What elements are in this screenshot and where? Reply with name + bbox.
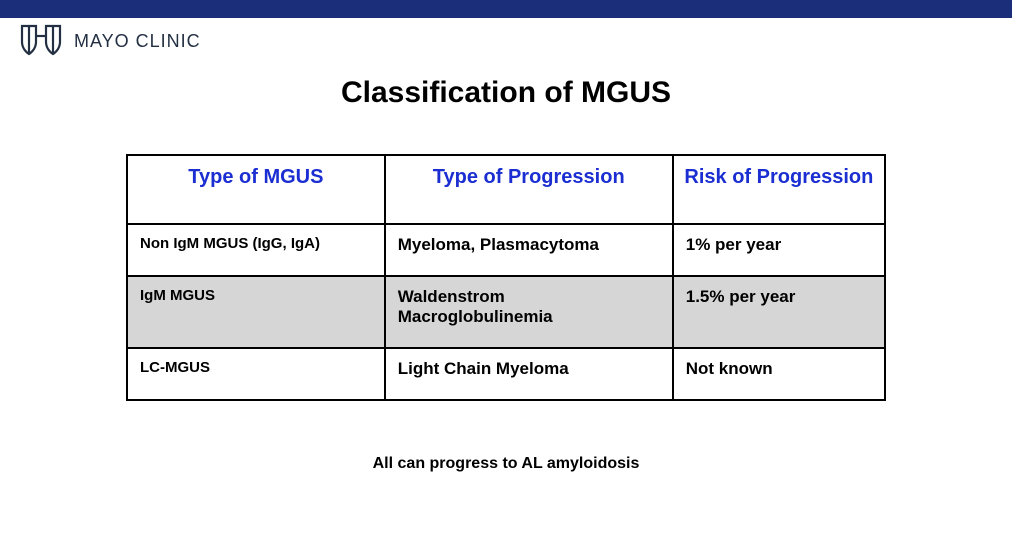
header-accent-bar bbox=[0, 0, 1012, 18]
slide-title: Classification of MGUS bbox=[0, 76, 1012, 110]
classification-table-container: Type of MGUS Type of Progression Risk of… bbox=[126, 154, 886, 401]
table-header-row: Type of MGUS Type of Progression Risk of… bbox=[127, 155, 885, 224]
brand-row: MAYO CLINIC bbox=[0, 18, 1012, 58]
col-header-risk: Risk of Progression bbox=[673, 155, 885, 224]
cell-progression: Light Chain Myeloma bbox=[385, 348, 673, 400]
cell-progression: Waldenstrom Macroglobulinemia bbox=[385, 276, 673, 348]
cell-type: IgM MGUS bbox=[127, 276, 385, 348]
cell-risk: 1% per year bbox=[673, 224, 885, 276]
mayo-shield-icon bbox=[18, 24, 64, 58]
table-row: IgM MGUS Waldenstrom Macroglobulinemia 1… bbox=[127, 276, 885, 348]
col-header-progression: Type of Progression bbox=[385, 155, 673, 224]
cell-risk: Not known bbox=[673, 348, 885, 400]
footnote-text: All can progress to AL amyloidosis bbox=[0, 455, 1012, 473]
cell-progression: Myeloma, Plasmacytoma bbox=[385, 224, 673, 276]
brand-name: MAYO CLINIC bbox=[74, 31, 201, 52]
table-row: Non IgM MGUS (IgG, IgA) Myeloma, Plasmac… bbox=[127, 224, 885, 276]
classification-table: Type of MGUS Type of Progression Risk of… bbox=[126, 154, 886, 401]
cell-risk: 1.5% per year bbox=[673, 276, 885, 348]
cell-type: LC-MGUS bbox=[127, 348, 385, 400]
cell-type: Non IgM MGUS (IgG, IgA) bbox=[127, 224, 385, 276]
table-row: LC-MGUS Light Chain Myeloma Not known bbox=[127, 348, 885, 400]
col-header-type: Type of MGUS bbox=[127, 155, 385, 224]
